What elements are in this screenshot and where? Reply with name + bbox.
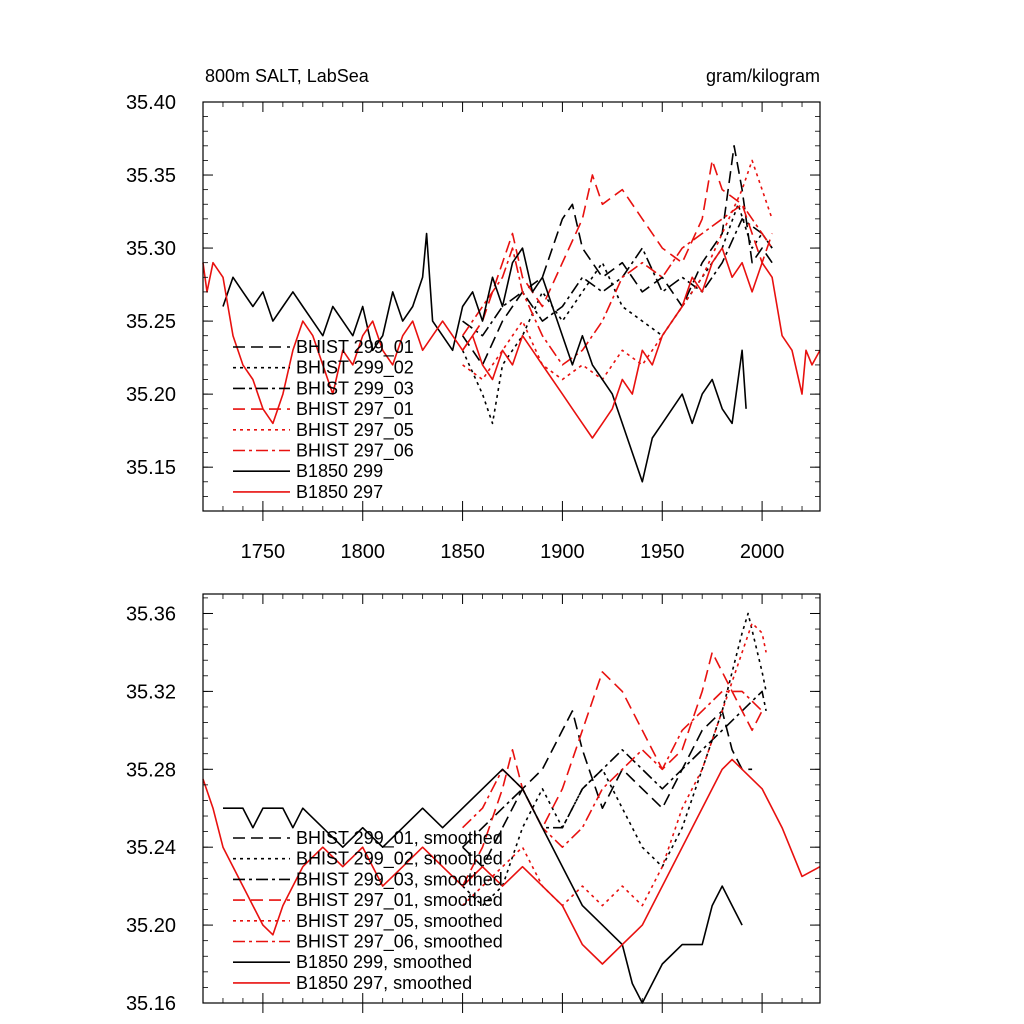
bottom-legend-label-6: BHIST 297_06, smoothed [296, 932, 503, 953]
bottom-series-line-3 [462, 690, 767, 848]
top-x-tick-label-2000: 2000 [740, 541, 785, 563]
top-series-line-3 [462, 218, 773, 337]
bottom-y-tick-label: 35.32 [126, 681, 176, 703]
top-series-line-7 [222, 232, 747, 483]
top-series-group [202, 145, 821, 483]
bottom-panel: 35.16 35.20 35.24 35.28 35.32 35.36 BHIST 299… [126, 593, 821, 1015]
top-chart-title: 800m SALT, LabSea [205, 66, 370, 86]
bottom-series-line-6 [462, 690, 763, 848]
top-legend-label-7: B1850 299 [296, 461, 383, 481]
top-legend-label-1: BHIST 299_01 [296, 337, 414, 358]
bottom-legend-label-4: BHIST 297_01, smoothed [296, 890, 503, 911]
top-y-tick-label: 35.25 [126, 311, 176, 333]
bottom-y-tick-label: 35.28 [126, 759, 176, 781]
top-y-tick-label: 35.20 [126, 384, 176, 406]
top-y-tick-label: 35.30 [126, 238, 176, 260]
bottom-plot-frame [202, 593, 821, 1004]
bottom-y-tick-label: 35.20 [126, 915, 176, 937]
top-legend-label-3: BHIST 299_03 [296, 378, 414, 399]
bottom-legend-label-3: BHIST 299_03, smoothed [296, 869, 503, 890]
bottom-y-tick-label: 35.36 [126, 603, 176, 625]
top-x-tick-label-1800: 1800 [340, 541, 385, 563]
bottom-series-line-7 [223, 768, 743, 1004]
top-legend-label-4: BHIST 297_01 [296, 399, 414, 420]
bottom-legend-label-2: BHIST 299_02, smoothed [296, 849, 503, 870]
bottom-series-line-2 [462, 612, 767, 907]
top-chart-units: gram/kilogram [706, 66, 820, 86]
top-legend-label-5: BHIST 297_05 [296, 420, 414, 441]
bottom-legend-label-8: B1850 297, smoothed [296, 973, 472, 993]
top-series-line-2 [461, 203, 773, 425]
top-x-tick-label-1850: 1850 [440, 541, 485, 563]
bottom-series-line-1 [462, 710, 753, 868]
top-series-line-4 [461, 159, 773, 351]
top-y-tick-label: 35.40 [126, 92, 176, 114]
bottom-series-line-5 [462, 622, 767, 907]
top-y-tick-label: 35.15 [126, 457, 176, 479]
top-legend-label-6: BHIST 297_06 [296, 441, 414, 462]
top-legend-label-8: B1850 297 [296, 482, 383, 502]
top-legend-label-2: BHIST 299_02 [296, 358, 414, 379]
bottom-legend-label-7: B1850 299, smoothed [296, 952, 472, 972]
bottom-legend-label-1: BHIST 299_01, smoothed [296, 828, 503, 849]
top-y-tick-label: 35.35 [126, 165, 176, 187]
top-panel: 800m SALT, LabSea gram/kilogram 1750 1800… [126, 66, 821, 563]
bottom-series-line-4 [461, 651, 763, 887]
bottom-axes: 35.16 35.20 35.24 35.28 35.32 35.36 [126, 593, 821, 1015]
bottom-y-tick-label: 35.16 [126, 993, 176, 1015]
top-series-line-6 [461, 203, 773, 366]
bottom-series-group [202, 612, 821, 1004]
top-x-tick-label-1750: 1750 [241, 541, 286, 563]
top-series-line-5 [462, 159, 773, 381]
bottom-series-line-8 [202, 758, 821, 965]
top-x-tick-label-1900: 1900 [540, 541, 585, 563]
top-series-line-1 [461, 145, 773, 366]
top-series-line-8 [202, 247, 821, 439]
top-axes: 1750 1800 1850 1900 1950 2000 35.15 35.20 35.25 3… [126, 92, 821, 563]
top-x-tick-label-1950: 1950 [640, 541, 685, 563]
bottom-y-tick-label: 35.24 [126, 837, 176, 859]
bottom-legend-label-5: BHIST 297_05, smoothed [296, 911, 503, 932]
